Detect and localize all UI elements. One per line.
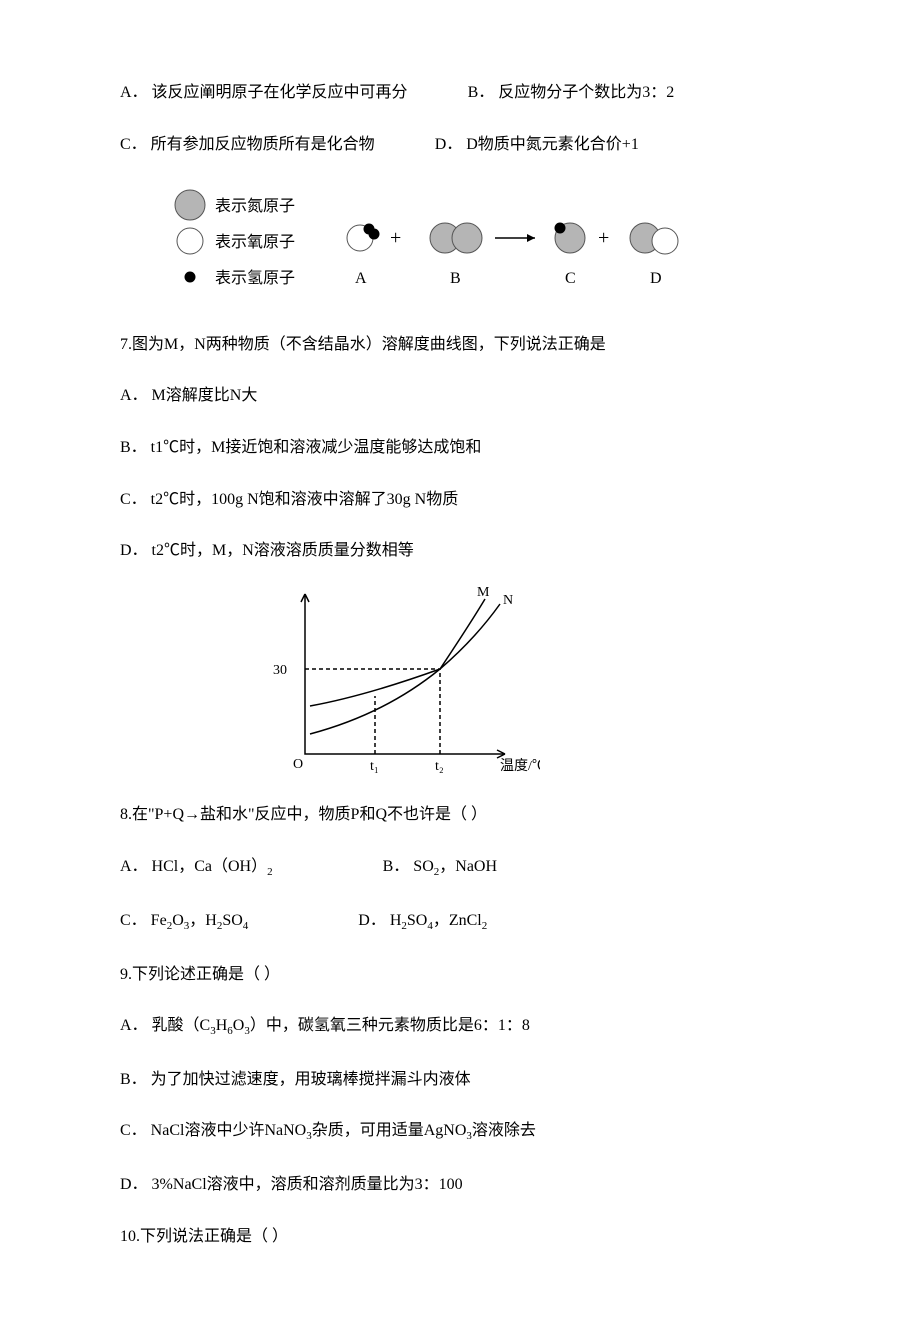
q8-stem: 8.在"P+Q→盐和水"反应中，物质P和Q不也许是（ ） — [120, 802, 820, 828]
svg-text:D: D — [650, 270, 662, 287]
q9-optB: B． 为了加快过滤速度，用玻璃棒搅拌漏斗内液体 — [120, 1067, 820, 1093]
svg-text:M: M — [477, 585, 490, 600]
svg-text:A: A — [355, 270, 367, 287]
q8-optD: D． H2SO4，ZnCl2 — [358, 908, 487, 936]
q7-optC: C． t2℃时，100g N饱和溶液中溶解了30g N物质 — [120, 487, 820, 513]
q7-stem: 7.图为M，N两种物质（不含结晶水）溶解度曲线图，下列说法正确是 — [120, 332, 820, 358]
q6-diagram: 表示氮原子表示氧原子表示氢原子 A + B C + D — [160, 183, 820, 312]
svg-text:+: + — [598, 227, 609, 249]
q6-row2: C． 所有参加反应物质所有是化合物 D． D物质中氮元素化合价+1 — [120, 132, 820, 158]
q9-optC: C． NaCl溶液中少许NaNO3杂质，可用适量AgNO3溶液除去 — [120, 1118, 820, 1146]
svg-text:C: C — [565, 270, 576, 287]
svg-text:表示氮原子: 表示氮原子 — [215, 197, 295, 215]
svg-text:t₁: t₁ — [370, 759, 379, 774]
svg-text:30: 30 — [273, 663, 287, 678]
svg-text:O: O — [293, 757, 303, 772]
q7-optB: B． t1℃时，M接近饱和溶液减少温度能够达成饱和 — [120, 435, 820, 461]
svg-text:+: + — [390, 227, 401, 249]
q6-optD: D． D物质中氮元素化合价+1 — [435, 132, 639, 158]
q7-optA: A． M溶解度比N大 — [120, 383, 820, 409]
q10-stem: 10.下列说法正确是（ ） — [120, 1224, 820, 1250]
svg-text:t₂: t₂ — [435, 759, 444, 774]
q6-optB: B． 反应物分子个数比为3：2 — [468, 80, 675, 106]
q7-optD: D． t2℃时，M，N溶液溶质质量分数相等 — [120, 538, 820, 564]
q8-row2: C． Fe2O3，H2SO4 D． H2SO4，ZnCl2 — [120, 908, 820, 936]
q6-row1: A． 该反应阐明原子在化学反应中可再分 B． 反应物分子个数比为3：2 — [120, 80, 820, 106]
svg-text:温度/℃: 温度/℃ — [500, 758, 540, 774]
q7-graph: 30 Ot₁ t₂ 温度/℃ MN — [260, 574, 820, 793]
q9-optA: A． 乳酸（C3H6O3）中，碳氢氧三种元素物质比是6：1：8 — [120, 1013, 820, 1041]
svg-text:表示氧原子: 表示氧原子 — [215, 233, 295, 251]
q8-optB: B． SO2，NaOH — [383, 854, 497, 882]
q9-stem: 9.下列论述正确是（ ） — [120, 962, 820, 988]
solubility-graph: 30 Ot₁ t₂ 温度/℃ MN — [260, 574, 540, 784]
svg-text:表示氢原子: 表示氢原子 — [215, 269, 295, 287]
q8-optA: A． HCl，Ca（OH）2 — [120, 854, 273, 882]
molecule-diagram: 表示氮原子表示氧原子表示氢原子 A + B C + D — [160, 183, 700, 303]
q8-row1: A． HCl，Ca（OH）2 B． SO2，NaOH — [120, 854, 820, 882]
q8-optC: C． Fe2O3，H2SO4 — [120, 908, 248, 936]
q6-optC: C． 所有参加反应物质所有是化合物 — [120, 132, 375, 158]
svg-text:N: N — [503, 593, 513, 608]
q9-optD: D． 3%NaCl溶液中，溶质和溶剂质量比为3：100 — [120, 1172, 820, 1198]
svg-text:B: B — [450, 270, 461, 287]
q6-optA: A． 该反应阐明原子在化学反应中可再分 — [120, 80, 408, 106]
